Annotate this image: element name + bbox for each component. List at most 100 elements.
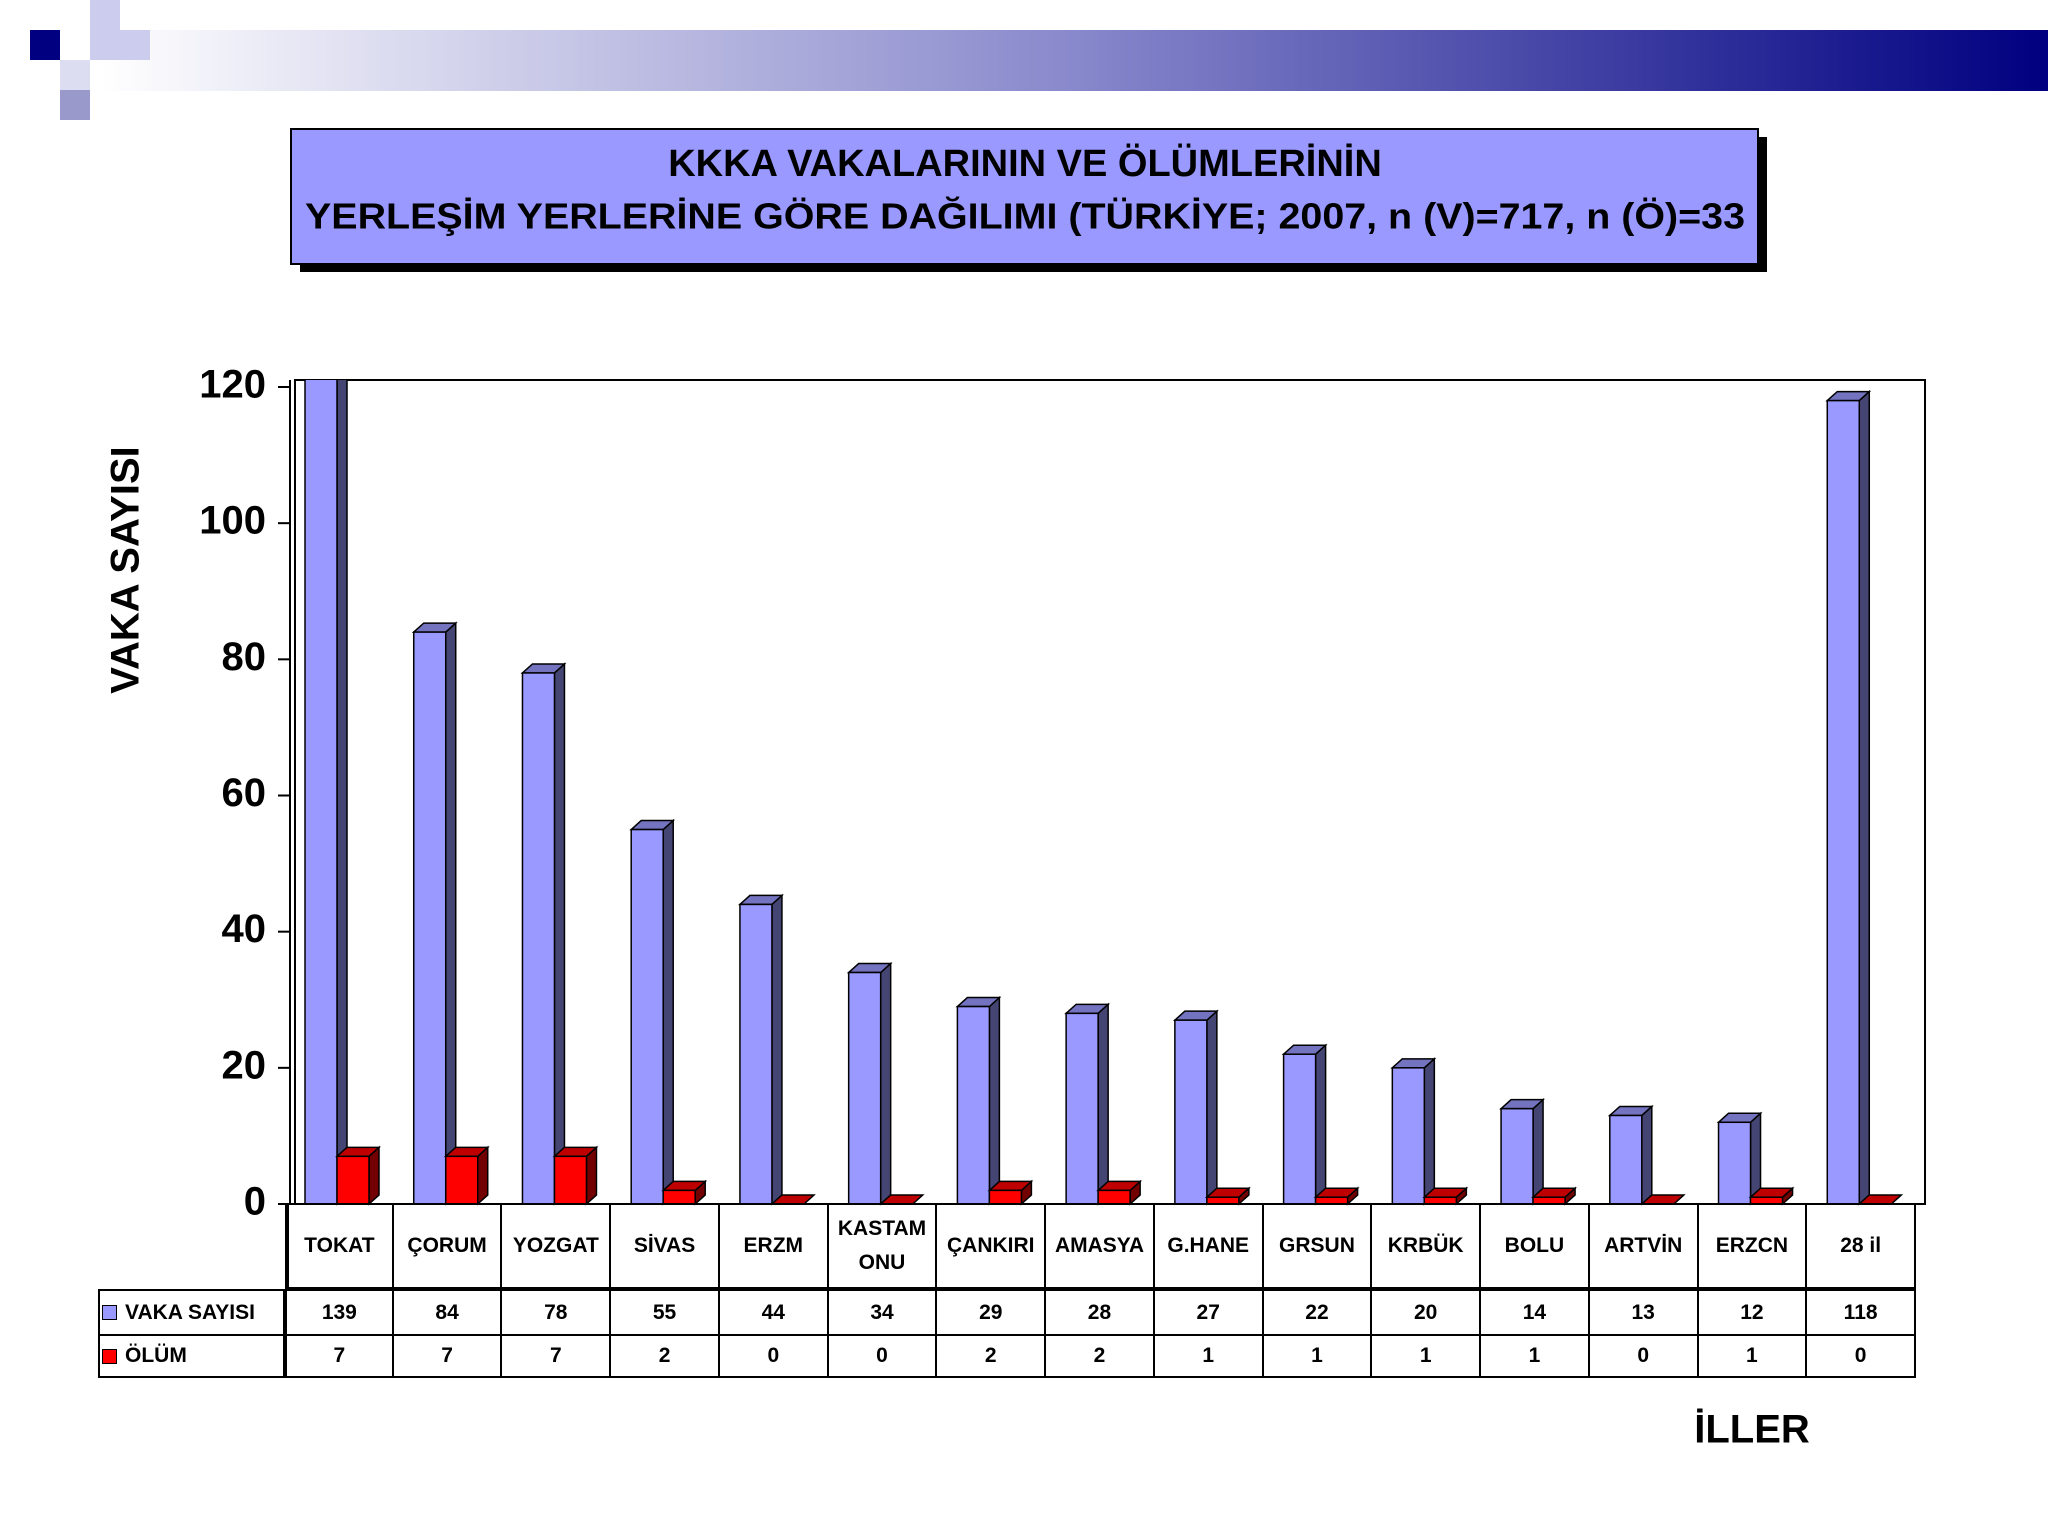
value-cell: 0 xyxy=(1589,1336,1699,1378)
deco xyxy=(60,60,90,90)
category-cell: KASTAMONU xyxy=(828,1204,938,1289)
bar-front xyxy=(1609,1114,1643,1205)
bar-front xyxy=(1717,1121,1752,1205)
value-cell: 44 xyxy=(719,1289,829,1336)
bar xyxy=(1499,1097,1546,1206)
bar-front xyxy=(956,1005,991,1205)
value-cell: 28 xyxy=(1046,1289,1155,1336)
legend-label: VAKA SAYISI xyxy=(125,1300,255,1324)
value-cell: 22 xyxy=(1263,1289,1373,1336)
bar xyxy=(1748,1186,1795,1206)
bar-front xyxy=(630,828,664,1205)
value-cell: 7 xyxy=(393,1336,503,1378)
value-cell: 55 xyxy=(611,1289,720,1336)
category-cell: BOLU xyxy=(1481,1204,1590,1289)
category-cell: KRBÜK xyxy=(1372,1204,1482,1289)
value-cell: 2 xyxy=(937,1336,1047,1378)
plot-area xyxy=(294,379,1926,1205)
bar-side xyxy=(771,893,783,1206)
bar-front xyxy=(1532,1196,1566,1205)
deco xyxy=(90,30,150,60)
bar xyxy=(520,662,567,1206)
value-cell: 1 xyxy=(1481,1336,1590,1378)
value-cell: 29 xyxy=(937,1289,1047,1336)
value-cell: 78 xyxy=(502,1289,612,1336)
category-cell: 28 il xyxy=(1807,1204,1916,1289)
category-cell: G.HANE xyxy=(1154,1204,1264,1289)
title-line: YERLEŞİM YERLERİNE GÖRE DAĞILIMI (TÜRKİY… xyxy=(305,196,1745,237)
value-cell: 139 xyxy=(285,1289,394,1336)
y-tick-label: 60 xyxy=(222,771,267,815)
bar-front xyxy=(1065,1012,1099,1205)
bar-front xyxy=(304,380,338,1205)
value-cell: 84 xyxy=(393,1289,503,1336)
header-bar xyxy=(100,30,2048,91)
deco xyxy=(60,90,90,120)
bar-front xyxy=(988,1189,1023,1205)
category-cell: ARTVİN xyxy=(1589,1204,1699,1289)
y-tick-label: 20 xyxy=(222,1043,267,1087)
bar-front xyxy=(1097,1189,1131,1205)
bar-front xyxy=(1391,1067,1426,1205)
bar xyxy=(1204,1186,1251,1206)
value-cell: 1 xyxy=(1372,1336,1482,1378)
value-cell: 13 xyxy=(1589,1289,1699,1336)
bar xyxy=(335,1145,381,1206)
bar xyxy=(1064,1002,1111,1206)
value-cell: 0 xyxy=(1807,1336,1916,1378)
category-cell: ÇANKIRI xyxy=(937,1204,1047,1289)
bar-side xyxy=(1641,1104,1653,1206)
bar-side xyxy=(662,818,674,1206)
bar-front xyxy=(1423,1196,1458,1205)
bar-side xyxy=(1314,1043,1327,1206)
bar-front xyxy=(1206,1196,1240,1205)
y-tick-label: 120 xyxy=(199,363,266,407)
y-tick-label: 0 xyxy=(244,1180,266,1224)
bar xyxy=(1281,1043,1328,1206)
bar xyxy=(987,1179,1034,1206)
bar-front xyxy=(521,672,556,1205)
category-cell: TOKAT xyxy=(285,1204,394,1289)
bar-side xyxy=(444,621,457,1206)
legend-cell: ÖLÜM xyxy=(98,1336,285,1378)
bar xyxy=(629,818,676,1206)
y-tick-label: 100 xyxy=(199,499,266,543)
bar-front xyxy=(336,1155,370,1205)
bar-side xyxy=(553,662,566,1206)
bar xyxy=(552,1145,599,1206)
bar xyxy=(411,621,458,1206)
bar-front xyxy=(1174,1019,1208,1205)
category-cell: SİVAS xyxy=(611,1204,720,1289)
y-tick-label: 40 xyxy=(222,907,267,951)
bar xyxy=(1313,1186,1360,1206)
legend-label: ÖLÜM xyxy=(125,1344,187,1367)
category-cell: ERZCN xyxy=(1698,1204,1808,1289)
bar-side xyxy=(1532,1097,1544,1206)
table-corner xyxy=(283,1204,289,1289)
deco xyxy=(30,30,60,60)
category-cell: ÇORUM xyxy=(393,1204,503,1289)
bar xyxy=(1096,1179,1143,1206)
category-cell: YOZGAT xyxy=(502,1204,612,1289)
bar xyxy=(846,961,893,1206)
bar-side xyxy=(879,961,892,1206)
y-axis-label: VAKA SAYISI xyxy=(104,446,148,693)
title-box xyxy=(290,128,1759,265)
bar-side xyxy=(1858,389,1871,1206)
bar-front xyxy=(739,903,773,1205)
category-cell: AMASYA xyxy=(1046,1204,1155,1289)
value-cell: 1 xyxy=(1154,1336,1264,1378)
bar xyxy=(1172,1009,1219,1206)
bar xyxy=(1422,1186,1469,1206)
bar xyxy=(304,380,348,1206)
bar xyxy=(1716,1111,1763,1206)
category-cell: GRSUN xyxy=(1263,1204,1373,1289)
bar xyxy=(661,1179,708,1206)
bar-front xyxy=(553,1155,588,1205)
bar xyxy=(1607,1104,1654,1206)
bar-front xyxy=(1826,399,1861,1205)
value-cell: 7 xyxy=(285,1336,394,1378)
title-line: KKKA VAKALARININ VE ÖLÜMLERİNİN xyxy=(668,142,1382,185)
bar-front xyxy=(1314,1196,1349,1205)
value-cell: 34 xyxy=(828,1289,938,1336)
